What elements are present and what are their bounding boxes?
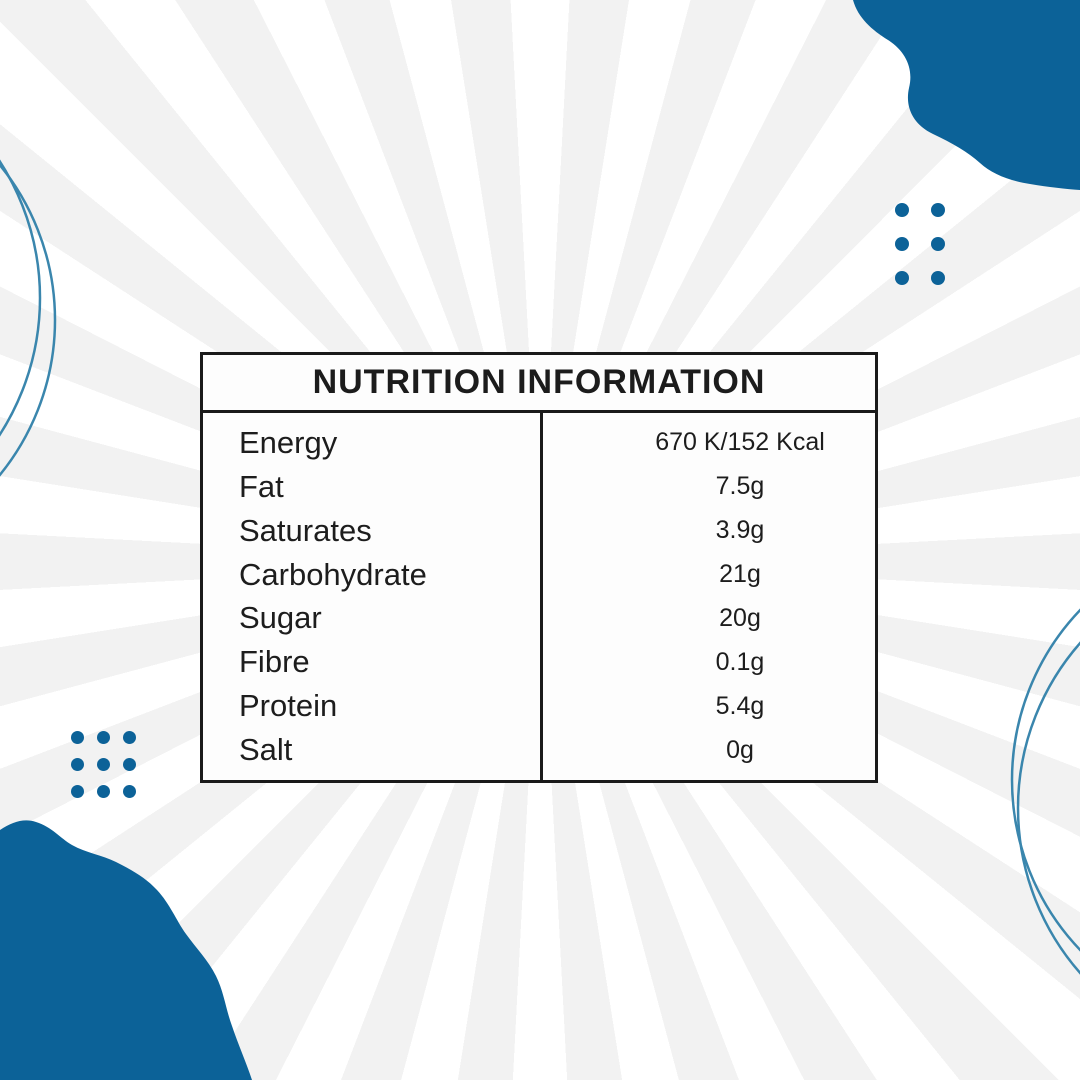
nutrition-table-row: Energy 670 K/152 Kcal xyxy=(203,422,875,464)
dot xyxy=(931,271,945,285)
dot xyxy=(97,785,110,798)
nutrition-table-row: Sugar 20g xyxy=(203,597,875,639)
nutrient-value: 0g xyxy=(726,735,754,764)
nutrient-label: Salt xyxy=(239,732,293,768)
dot xyxy=(123,731,136,744)
dot xyxy=(895,203,909,217)
nutrient-value: 0.1g xyxy=(715,647,765,676)
nutrition-table-row: Fat 7.5g xyxy=(203,466,875,508)
dot xyxy=(895,237,909,251)
bottom-left-dot-grid xyxy=(71,731,136,798)
nutrition-table-row: Saturates 3.9g xyxy=(203,510,875,552)
nutrient-label: Fat xyxy=(239,468,284,504)
nutrient-value: 7.5g xyxy=(715,472,765,501)
dot xyxy=(931,237,945,251)
dot xyxy=(71,731,84,744)
nutrition-table-row: Protein 5.4g xyxy=(203,685,875,727)
column-divider xyxy=(540,413,543,780)
top-right-dot-grid xyxy=(895,203,945,285)
nutrient-label: Energy xyxy=(239,424,338,460)
nutrition-table-title: NUTRITION INFORMATION xyxy=(203,355,875,413)
nutrient-label: Sugar xyxy=(239,600,322,636)
nutrient-value: 20g xyxy=(719,603,761,632)
nutrient-value: 21g xyxy=(719,560,761,589)
nutrition-table: NUTRITION INFORMATION Energy 670 K/152 K… xyxy=(200,352,878,783)
dot xyxy=(71,758,84,771)
dot xyxy=(71,785,84,798)
nutrient-value: 670 K/152 Kcal xyxy=(655,428,825,457)
nutrition-table-row: Salt 0g xyxy=(203,729,875,771)
dot xyxy=(895,271,909,285)
dot xyxy=(931,203,945,217)
dot xyxy=(123,758,136,771)
nutrient-label: Fibre xyxy=(239,644,310,680)
dot xyxy=(97,731,110,744)
dot xyxy=(97,758,110,771)
nutrition-table-row: Fibre 0.1g xyxy=(203,641,875,683)
nutrient-value: 5.4g xyxy=(715,691,765,720)
nutrition-table-body: Energy 670 K/152 Kcal Fat 7.5g Saturates… xyxy=(203,413,875,780)
nutrient-label: Carbohydrate xyxy=(239,556,427,592)
nutrient-value: 3.9g xyxy=(715,516,765,545)
nutrient-label: Saturates xyxy=(239,512,372,548)
nutrient-label: Protein xyxy=(239,688,338,724)
dot xyxy=(123,785,136,798)
nutrition-table-row: Carbohydrate 21g xyxy=(203,554,875,596)
